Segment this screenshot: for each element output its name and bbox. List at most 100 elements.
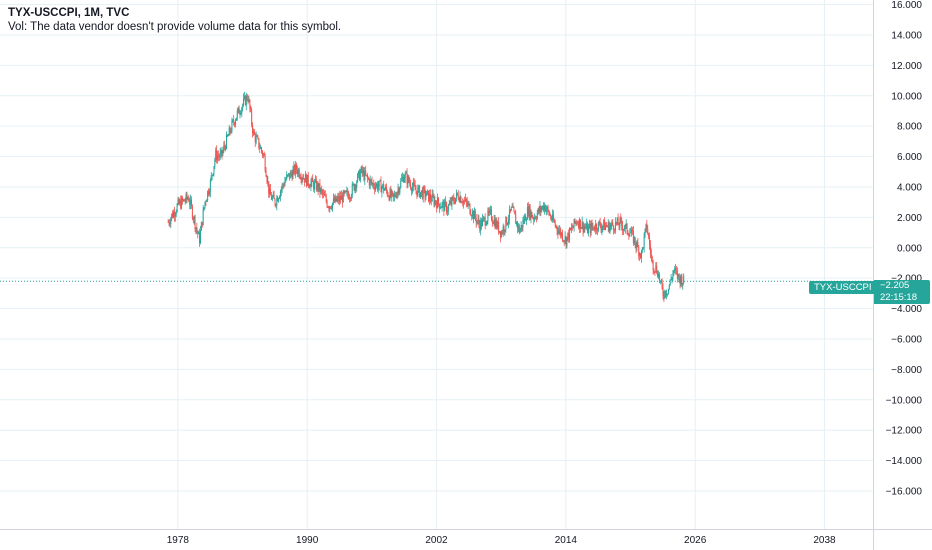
candle <box>208 188 210 197</box>
candle <box>419 184 421 199</box>
candle <box>667 288 669 295</box>
candle <box>445 196 447 208</box>
candle <box>369 175 371 190</box>
last-price-tag: −2.205 22:15:18 <box>874 280 930 304</box>
candle <box>204 201 206 210</box>
candle <box>582 221 584 237</box>
candle <box>461 200 463 204</box>
candle <box>287 174 289 178</box>
candle <box>240 110 242 116</box>
candle <box>437 197 439 207</box>
candle <box>562 239 564 243</box>
candle <box>459 191 461 204</box>
candle <box>540 205 542 216</box>
price-axis[interactable]: 16.000 14.000 12.000 10.000 8.000 6.000 4.000 2… <box>886 0 923 497</box>
candle <box>602 225 604 233</box>
candle <box>473 210 475 224</box>
candle <box>611 219 613 230</box>
candle <box>547 204 549 213</box>
candle <box>526 202 528 220</box>
candle <box>275 203 277 208</box>
candle <box>296 162 298 175</box>
candle <box>564 231 566 245</box>
candle <box>607 219 609 232</box>
candle <box>379 179 381 182</box>
candle <box>323 190 325 196</box>
candle <box>326 199 328 209</box>
candle <box>307 171 309 189</box>
candle <box>288 173 290 181</box>
candle <box>357 172 359 183</box>
candle <box>400 177 402 189</box>
candle <box>572 225 574 229</box>
candle <box>252 122 254 138</box>
symbol-name-tag[interactable]: TYX-USCCPI <box>809 281 877 294</box>
candle <box>583 222 585 234</box>
candle <box>217 150 219 164</box>
candle <box>570 223 572 234</box>
candle <box>252 128 254 137</box>
candle <box>368 177 370 189</box>
candle <box>430 195 432 206</box>
candle <box>534 215 536 220</box>
candle <box>619 216 621 231</box>
candle <box>553 218 555 224</box>
candle <box>257 134 259 140</box>
candle <box>664 289 666 300</box>
candle <box>631 226 633 236</box>
time-axis[interactable]: 1978 1990 2002 2014 2026 2038 <box>167 535 836 546</box>
candle <box>640 249 642 263</box>
candle <box>634 237 636 249</box>
candle <box>447 204 449 216</box>
candle <box>389 187 391 201</box>
candle <box>429 189 431 204</box>
candle <box>356 179 358 192</box>
y-tick-label: 10.000 <box>891 91 922 102</box>
candle <box>305 171 307 183</box>
candle <box>557 227 559 239</box>
candle <box>485 220 487 226</box>
candle <box>230 127 232 134</box>
candle <box>314 178 316 194</box>
candle <box>506 216 508 226</box>
candle <box>648 232 650 240</box>
candle <box>456 192 458 196</box>
candle <box>437 193 439 209</box>
candle <box>458 196 460 203</box>
candle <box>554 219 556 228</box>
candle <box>631 226 633 237</box>
candle <box>501 229 503 235</box>
candle <box>472 208 474 220</box>
candle <box>384 184 386 191</box>
candle <box>565 235 567 249</box>
candle <box>440 206 442 209</box>
candle <box>455 189 457 202</box>
candle <box>403 174 405 183</box>
candle <box>170 216 172 229</box>
candle <box>550 213 552 221</box>
candle <box>644 228 646 239</box>
candle <box>510 206 512 212</box>
candle <box>518 223 520 235</box>
candle <box>250 105 252 113</box>
candle <box>195 226 197 235</box>
candle <box>385 183 387 194</box>
candle <box>548 209 550 217</box>
candle <box>608 220 610 234</box>
candle <box>347 187 349 199</box>
candle <box>338 193 340 205</box>
candle <box>455 197 457 205</box>
candle <box>334 193 336 204</box>
candle <box>217 150 219 162</box>
candle <box>576 219 578 226</box>
candle <box>665 290 667 298</box>
candle <box>174 211 176 222</box>
y-tick-label: 0.000 <box>897 243 922 254</box>
candle <box>465 197 467 208</box>
candle <box>658 270 660 280</box>
candle <box>642 247 644 250</box>
candle <box>446 201 448 215</box>
candle <box>317 181 319 196</box>
candle <box>388 195 390 202</box>
